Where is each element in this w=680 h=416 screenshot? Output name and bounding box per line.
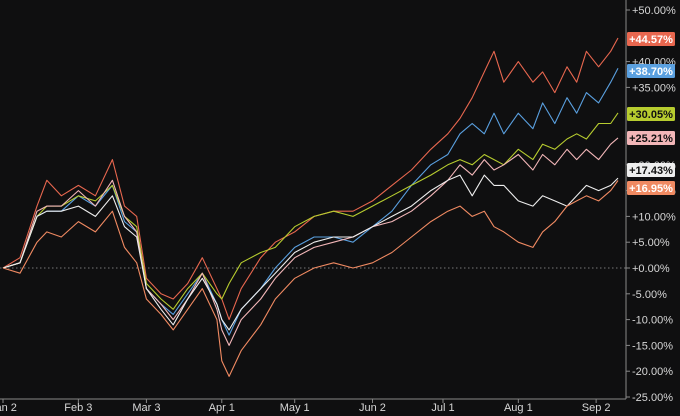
x-tick-label: May 1 <box>280 402 310 414</box>
end-badge-label: +17.43% <box>629 165 673 177</box>
end-badge-4: +25.21% <box>627 131 675 145</box>
end-badge-background <box>627 181 675 195</box>
end-badge-label: +16.95% <box>629 183 673 195</box>
x-tick-label: Jan 2 <box>0 402 17 414</box>
x-tick-label: Jun 2 <box>359 402 386 414</box>
x-tick-label: Sep 2 <box>582 402 611 414</box>
end-badge-2: +38.70% <box>627 64 675 78</box>
y-tick-label: -5.00% <box>632 289 667 301</box>
y-tick-label: -20.00% <box>632 366 673 378</box>
series-line-5 <box>2 174 619 331</box>
end-badge-5: +17.43% <box>627 163 675 177</box>
series-line-4 <box>2 137 619 346</box>
series-line-2 <box>2 68 619 336</box>
end-badge-background <box>627 131 675 145</box>
x-tick-label: Apr 1 <box>209 402 235 414</box>
end-badge-background <box>627 32 675 46</box>
end-badge-background <box>627 64 675 78</box>
y-tick-label: +50.00% <box>632 5 676 17</box>
x-tick-label: Feb 3 <box>64 402 92 414</box>
end-badge-label: +25.21% <box>629 133 673 145</box>
y-tick-label: -10.00% <box>632 315 673 327</box>
y-tick-label: -25.00% <box>632 392 673 404</box>
y-tick-label: +0.00% <box>632 263 670 275</box>
end-badge-1: +44.57% <box>627 32 675 46</box>
series-line-3 <box>2 112 619 310</box>
end-badge-label: +44.57% <box>629 34 673 46</box>
end-badge-background <box>627 163 675 177</box>
y-tick-label: +5.00% <box>632 237 670 249</box>
x-tick-label: Jul 1 <box>431 402 454 414</box>
end-badge-6: +16.95% <box>627 181 675 195</box>
series-line-6 <box>2 180 619 377</box>
series-layer <box>2 37 619 377</box>
end-badge-background <box>627 107 675 121</box>
y-tick-label: +10.00% <box>632 211 676 223</box>
y-tick-label: +35.00% <box>632 82 676 94</box>
x-tick-label: Mar 3 <box>132 402 160 414</box>
x-axis-ticks: Jan 2 Feb 3 Mar 3 Apr 1 May 1 Jun 2 Jul 1 Aug 1… <box>0 399 610 414</box>
y-tick-label: -15.00% <box>632 340 673 352</box>
end-badge-label: +30.05% <box>629 109 673 121</box>
x-tick-label: Aug 1 <box>504 402 533 414</box>
end-badge-label: +38.70% <box>629 66 673 78</box>
end-badge-3: +30.05% <box>627 107 675 121</box>
end-value-badges: +44.57% +38.70% +30.05% +25.21% +17.43% +16.9… <box>627 32 675 195</box>
